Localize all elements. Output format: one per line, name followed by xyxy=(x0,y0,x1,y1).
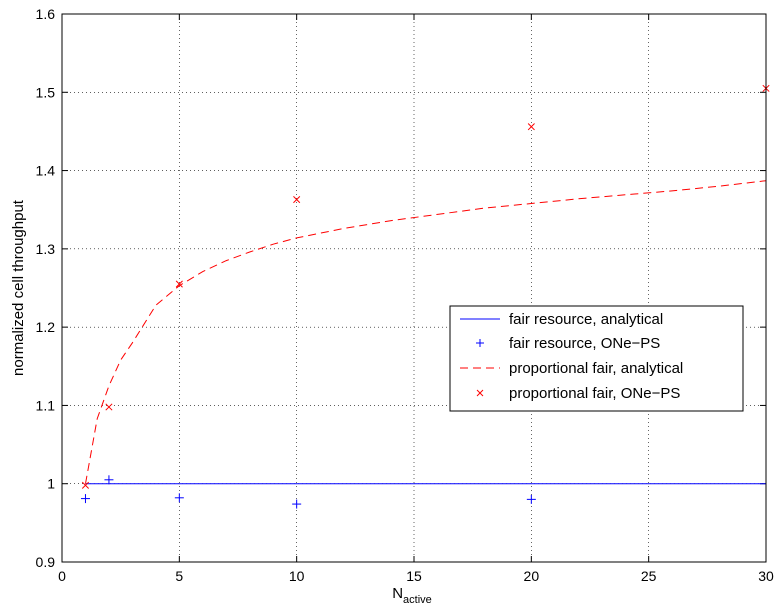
legend-label-pf-analytical: proportional fair, analytical xyxy=(509,360,683,377)
x-axis-label-subscript: active xyxy=(403,594,432,606)
legend-swatch-pf-onps xyxy=(476,389,484,397)
x-axis-label: Nactive xyxy=(392,585,432,606)
x-tick-label: 10 xyxy=(289,568,305,584)
legend-label-pf-onps: proportional fair, ONe−PS xyxy=(509,385,680,402)
legend-label-fair-analytical: fair resource, analytical xyxy=(509,311,663,328)
legend-label-fair-onps: fair resource, ONe−PS xyxy=(509,335,660,352)
y-tick-label: 1.1 xyxy=(36,397,56,413)
series-3-marker xyxy=(81,481,90,489)
legend-swatch-fair-onps xyxy=(476,339,484,347)
series-1-marker xyxy=(174,493,184,503)
series-1-marker xyxy=(80,494,90,504)
x-tick-label: 0 xyxy=(58,568,66,584)
series-1-marker xyxy=(526,494,536,504)
plot-frame xyxy=(61,13,767,563)
series-1-marker xyxy=(292,499,302,509)
y-tick-label: 1.3 xyxy=(36,241,56,257)
y-tick-label: 1.2 xyxy=(36,319,56,335)
x-tick-label: 25 xyxy=(641,568,657,584)
x-tick-label: 15 xyxy=(406,568,422,584)
legend: fair resource, analytical fair resource,… xyxy=(449,305,744,412)
series-3-marker xyxy=(175,280,183,288)
y-tick-label: 1 xyxy=(47,476,55,492)
series-3-marker xyxy=(527,123,535,131)
x-tick-label: 20 xyxy=(524,568,540,584)
series-2-line xyxy=(85,180,767,484)
ticks: 0 5 10 15 20 25 30 0.9 1 1.1 1.2 1.3 1.4 1.5 1.6 xyxy=(36,6,774,584)
legend-box xyxy=(449,305,744,412)
series-1-marker xyxy=(104,475,114,485)
series-group xyxy=(80,84,770,509)
x-tick-label: 30 xyxy=(758,568,774,584)
y-tick-label: 1.5 xyxy=(36,84,56,100)
x-axis-label-main: N xyxy=(392,585,403,602)
y-tick-label: 1.6 xyxy=(36,6,56,22)
y-tick-label: 0.9 xyxy=(36,554,56,570)
series-3-marker xyxy=(105,403,113,411)
x-tick-label: 5 xyxy=(175,568,183,584)
series-3-marker xyxy=(293,195,301,204)
plot-area xyxy=(62,14,766,562)
y-axis-label: normalized cell throughput xyxy=(10,199,27,376)
y-tick-label: 1.4 xyxy=(36,163,56,179)
